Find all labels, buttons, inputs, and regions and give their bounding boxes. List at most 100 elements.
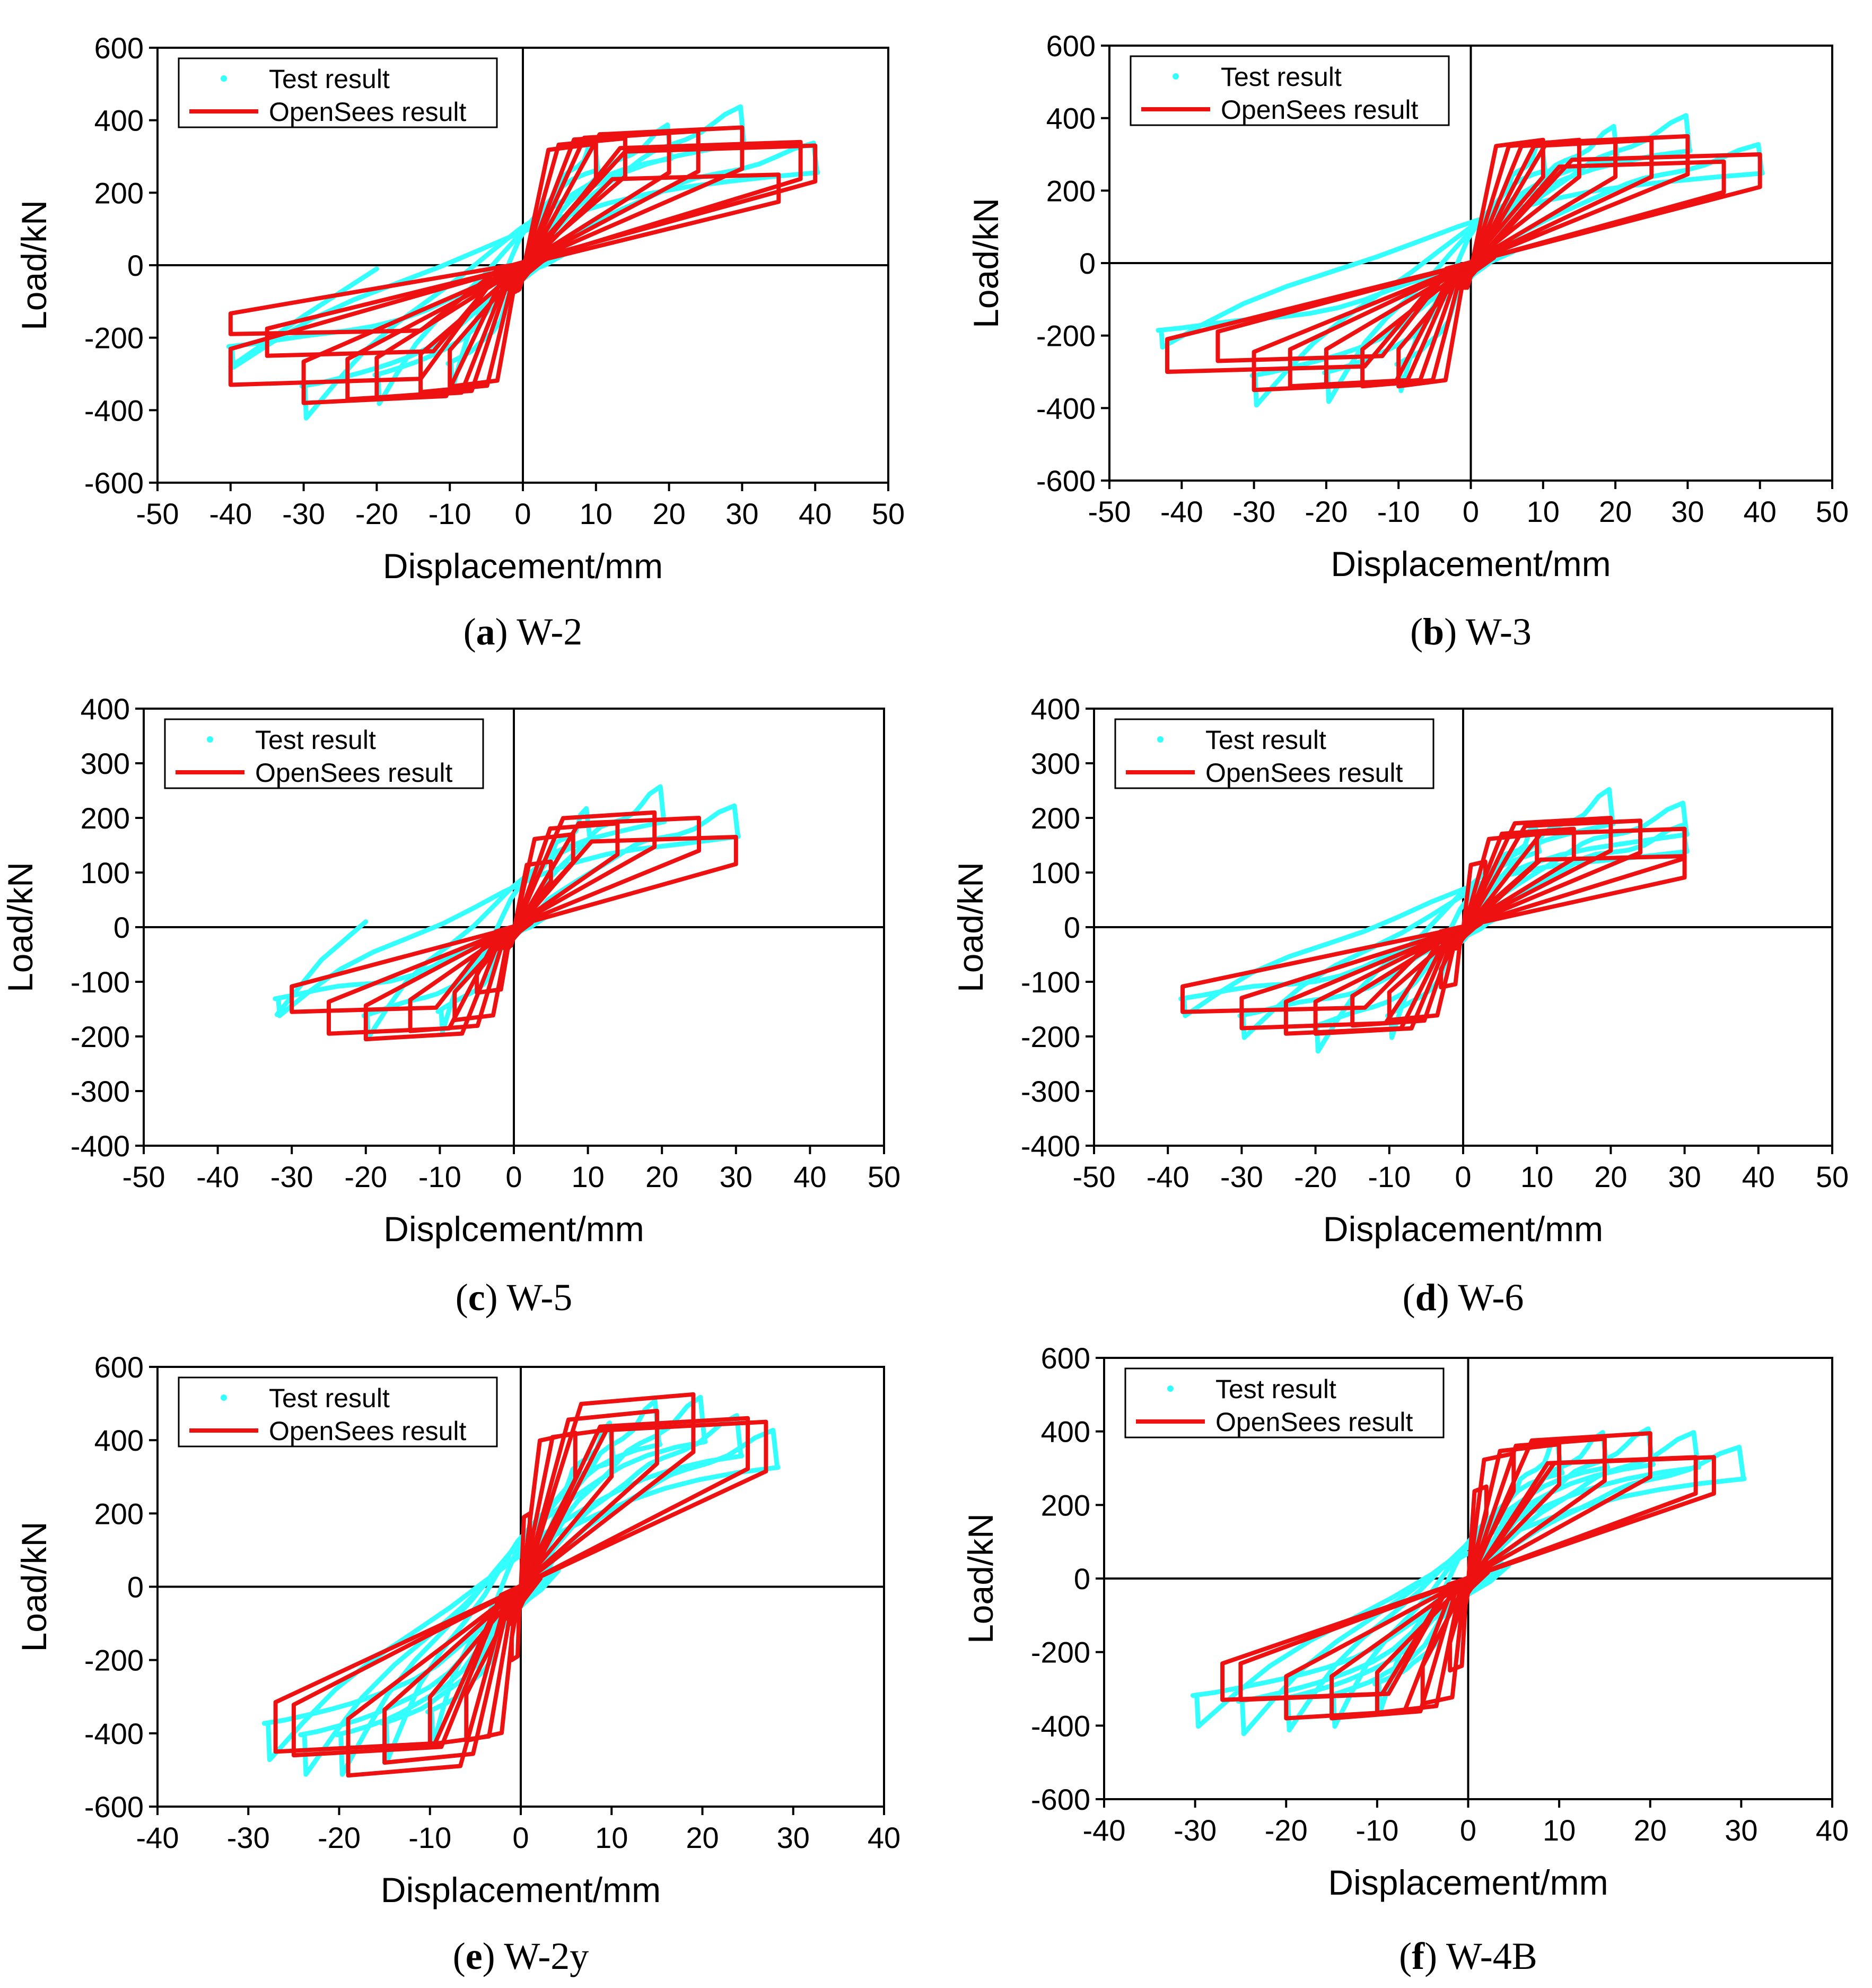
y-tick-label: -200 [71, 1020, 130, 1053]
opensees-loop-5 [1284, 1431, 1652, 1721]
series-opensees [273, 1392, 768, 1778]
x-axis-label: Displcement/mm [383, 1209, 644, 1249]
test-loop-4 [226, 141, 820, 370]
y-tick-label: -400 [1031, 1709, 1090, 1742]
y-tick-label: -400 [71, 1129, 130, 1163]
y-tick-label: 300 [1031, 747, 1080, 780]
x-tick-label: 10 [1527, 495, 1560, 528]
legend-test-marker [1173, 73, 1179, 80]
y-tick-label: 600 [94, 1350, 144, 1384]
legend-test-label: Test result [269, 64, 390, 94]
x-tick-label: 0 [1463, 495, 1479, 528]
x-tick-label: 40 [793, 1160, 826, 1193]
legend-opensees-label: OpenSees result [1205, 758, 1403, 788]
opensees-loop-3 [427, 1427, 614, 1747]
legend-opensees-label: OpenSees result [1215, 1407, 1413, 1437]
y-tick-label: -400 [84, 1717, 144, 1750]
y-tick-label: -400 [84, 394, 144, 427]
x-tick-label: -30 [282, 497, 325, 530]
x-tick-label: -10 [1355, 1813, 1398, 1847]
chart-panel-f: -40 -30 -20 -10 0 10 20 30 40 -600 -400 -200 0 200 400… [961, 1341, 1849, 1977]
y-tick-label: 0 [1074, 1562, 1090, 1595]
y-tick-label: 0 [113, 911, 130, 944]
y-axis-label: Load/kN [1, 862, 40, 992]
opensees-loop-6 [1239, 826, 1687, 1031]
legend-test-marker [207, 736, 213, 743]
x-tick-label: 20 [1634, 1813, 1667, 1847]
panel-caption: (a) W-2 [463, 611, 583, 653]
y-tick-label: 400 [1046, 102, 1096, 135]
legend-test-label: Test result [269, 1383, 390, 1413]
x-tick-label: -20 [318, 1821, 361, 1854]
y-tick-label: 200 [94, 1497, 144, 1530]
y-tick-label: 0 [127, 249, 144, 282]
legend-opensees-label: OpenSees result [1221, 95, 1419, 125]
panel-caption: (e) W-2y [453, 1935, 589, 1977]
opensees-loop-3 [408, 821, 620, 1033]
y-tick-label: -200 [1036, 319, 1096, 353]
x-tick-label: -20 [1294, 1160, 1337, 1193]
x-tick-label: 20 [1599, 495, 1632, 528]
chart-panel-b: -50 -40 -30 -20 -10 0 10 20 30 40 50 -600 -400 -200 0 2… [966, 29, 1849, 653]
y-tick-label: 200 [94, 176, 144, 210]
x-tick-label: -10 [1377, 495, 1420, 528]
y-tick-label: 600 [94, 31, 144, 65]
x-tick-label: 40 [1742, 1160, 1775, 1193]
x-tick-label: -30 [270, 1160, 313, 1193]
y-tick-label: -200 [1021, 1020, 1080, 1053]
x-tick-label: -10 [418, 1160, 461, 1193]
y-tick-label: -200 [84, 1644, 144, 1677]
series-test [273, 784, 741, 1040]
x-tick-label: -50 [1088, 495, 1131, 528]
opensees-loop-5 [1252, 134, 1690, 393]
legend-box [178, 1376, 498, 1448]
x-tick-label: -40 [209, 497, 252, 530]
opensees-loop-6 [1215, 159, 1726, 363]
x-axis-label: Displacement/mm [1328, 1863, 1608, 1902]
test-tail [228, 266, 379, 369]
legend-box [1130, 55, 1450, 126]
y-tick-label: -600 [84, 1790, 144, 1824]
x-tick-label: 30 [1725, 1813, 1757, 1847]
panel-caption: (b) W-3 [1410, 611, 1532, 653]
test-loop-3 [1281, 1426, 1656, 1733]
x-tick-label: -10 [408, 1821, 451, 1854]
x-tick-label: 30 [1668, 1160, 1701, 1193]
x-tick-label: -50 [136, 497, 179, 530]
x-tick-label: 50 [1816, 1160, 1849, 1193]
x-tick-label: -30 [227, 1821, 270, 1854]
y-tick-label: -100 [71, 965, 130, 999]
test-loop-4 [298, 1413, 745, 1777]
x-tick-label: -40 [1147, 1160, 1189, 1193]
plot-area [261, 1392, 781, 1778]
opensees-loop-8 [228, 143, 818, 336]
x-tick-label: -30 [1220, 1160, 1263, 1193]
x-tick-label: 10 [571, 1160, 604, 1193]
y-tick-label: 400 [94, 1424, 144, 1457]
opensees-loop-5 [301, 125, 745, 405]
legend-test-marker [221, 75, 227, 82]
x-tick-label: 20 [652, 497, 685, 530]
x-tick-label: 30 [777, 1821, 810, 1854]
test-loop-3 [273, 803, 741, 1018]
series-opensees [290, 810, 738, 1042]
opensees-loop-4 [1313, 816, 1613, 1036]
x-tick-label: -20 [1305, 495, 1348, 528]
y-tick-label: -300 [71, 1075, 130, 1108]
x-tick-label: 30 [1671, 495, 1704, 528]
x-tick-label: -30 [1232, 495, 1275, 528]
x-tick-label: 40 [868, 1821, 900, 1854]
x-axis-label: Displacement/mm [381, 1870, 661, 1909]
x-tick-label: 0 [505, 1160, 522, 1193]
plot-area [1190, 1426, 1747, 1737]
x-tick-label: 0 [512, 1821, 529, 1854]
x-tick-label: -40 [1083, 1813, 1126, 1847]
x-tick-label: -40 [1160, 495, 1203, 528]
y-axis-label: Load/kN [14, 200, 54, 330]
y-tick-label: -200 [1031, 1636, 1090, 1669]
test-loop-4 [1178, 822, 1690, 1018]
y-tick-label: 100 [1031, 856, 1080, 890]
x-tick-label: -30 [1174, 1813, 1217, 1847]
